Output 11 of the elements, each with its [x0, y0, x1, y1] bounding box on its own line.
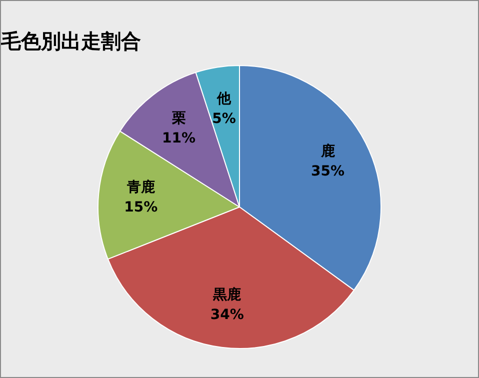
data-label: 5% — [212, 110, 236, 127]
slice-label: 青鹿 — [126, 178, 155, 196]
slice-label: 他 — [216, 90, 232, 107]
chart-title: 毛色別出走割合 — [0, 29, 141, 54]
slice-label: 黒鹿 — [212, 286, 242, 303]
data-label: 35% — [310, 164, 345, 180]
data-label: 15% — [124, 199, 158, 216]
slice-label: 栗 — [170, 110, 186, 126]
data-label: 34% — [210, 306, 244, 323]
slice-label: 鹿 — [320, 142, 335, 160]
data-label: 11% — [162, 130, 196, 146]
